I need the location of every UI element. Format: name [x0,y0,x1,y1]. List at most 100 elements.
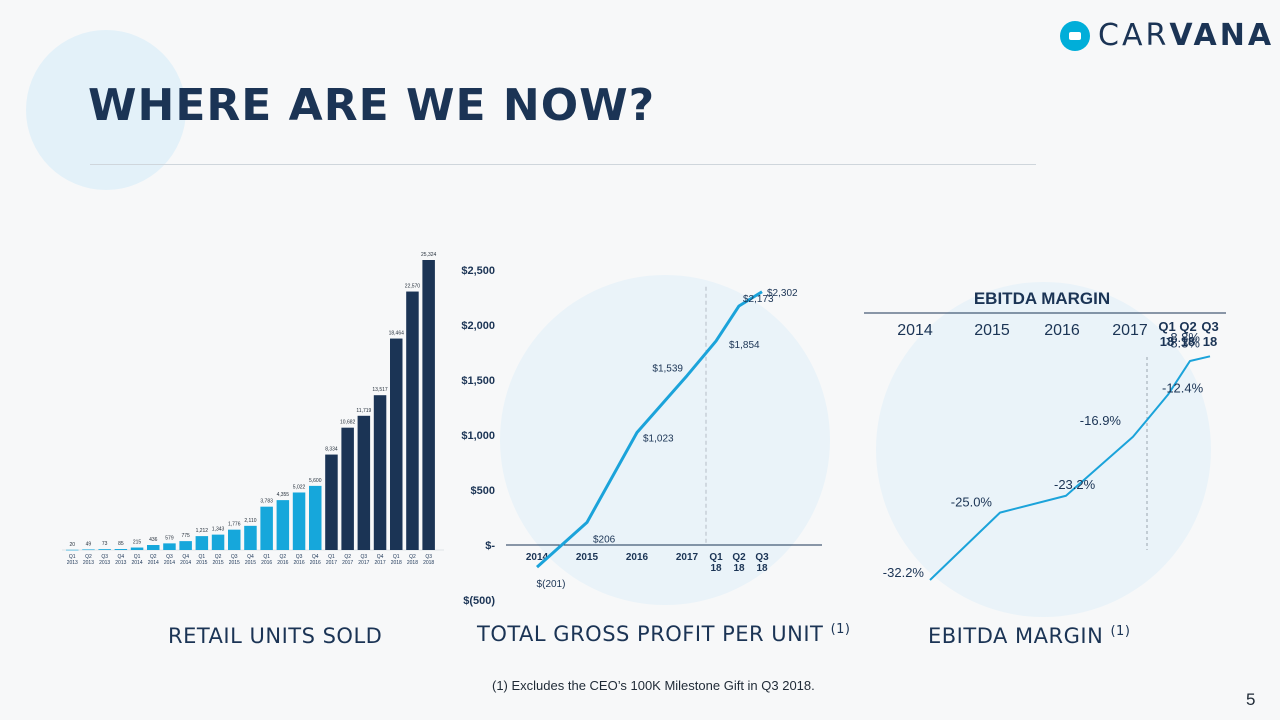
bar [260,506,273,550]
y-tick-label: $1,000 [461,430,495,442]
x-tick-label-year: 2014 [131,560,142,566]
bar-value-label: 1,343 [212,527,225,533]
x-tick-label-year: 18 [710,563,722,574]
bar-value-label: 1,776 [228,522,241,528]
x-tick-label-quarter: Q2 [85,554,92,560]
bar-value-label: 215 [133,540,142,546]
x-tick-label-quarter: Q3 [361,554,368,560]
footnote: (1) Excludes the CEO’s 100K Milestone Gi… [492,678,815,693]
bar [195,536,209,550]
logo-wordmark-suffix: VANA [1169,18,1275,53]
x-tick-label-quarter: Q2 [215,554,222,560]
caption-retail-units-text: RETAIL UNITS SOLD [168,624,383,648]
x-tick-label-year: 2015 [196,560,207,566]
x-tick-label: 2017 [676,552,699,563]
x-tick-label-year: 2013 [67,560,78,566]
x-tick-label-quarter: Q1 [69,554,76,560]
footnote-marker: (1) [1110,624,1131,639]
x-tick-label-year: 2014 [180,560,191,566]
caption-retail-units: RETAIL UNITS SOLD [168,624,382,648]
x-tick-label-quarter: Q3 [425,554,432,560]
y-tick-label: $(500) [463,595,495,607]
series-line [535,290,763,569]
title-divider [90,164,1036,165]
x-tick-label-year: 2013 [83,560,94,566]
x-tick-label: 2016 [626,552,649,563]
y-tick-label: $500 [471,485,495,497]
bar [309,485,322,550]
x-tick-label-quarter: Q2 [150,554,157,560]
x-tick-label-year: 18 [756,563,768,574]
bar-value-label: 20 [69,542,75,548]
bar [82,549,95,551]
x-tick-label-quarter: Q3 [231,554,238,560]
x-tick-label: 2017 [1112,322,1148,339]
bar-value-label: 2,110 [244,518,256,524]
caption-ebitda-margin: EBITDA MARGIN (1) [928,624,1130,648]
data-label: -25.0% [951,495,993,510]
bar-value-label: 22,570 [405,284,421,290]
x-tick-label-quarter: Q2 [280,554,287,560]
x-tick-label: 2015 [576,552,599,563]
bar [114,549,128,550]
bar [292,492,306,550]
x-tick-label-quarter: Q1 [263,554,270,560]
x-tick-label: Q2 [732,552,746,563]
bar-value-label: 11,719 [356,408,371,414]
x-tick-label-year: 2016 [310,560,321,566]
bar [66,549,79,551]
y-tick-label: $- [485,540,495,552]
bar-value-label: 1,212 [196,528,209,534]
logo-wordmark: CARVANA [1098,18,1274,53]
x-tick-label: Q3 [755,552,769,563]
bar [179,541,192,550]
data-label: $1,539 [652,364,683,375]
x-tick-label-year: 2017 [358,560,369,566]
data-label: -16.9% [1080,413,1122,428]
bar [325,454,338,550]
caption-gross-profit-per-unit: TOTAL GROSS PROFIT PER UNIT (1) [477,622,851,646]
x-tick-label-quarter: Q1 [328,554,335,560]
x-tick-label-quarter: Q1 [134,554,141,560]
ebitda-header: EBITDA MARGIN [974,289,1110,308]
bar-value-label: 775 [181,533,190,539]
bar-value-label: 25,324 [421,252,437,258]
data-label: $206 [593,534,616,545]
x-tick-label-year: 18 [1181,334,1195,349]
x-tick-label-year: 2015 [245,560,256,566]
bar-value-label: 18,464 [389,331,405,337]
x-tick-label-quarter: Q4 [312,554,319,560]
page-number: 5 [1246,690,1256,709]
carvana-logo: CARVANA [1060,18,1274,53]
caption-gross-profit-text: TOTAL GROSS PROFIT PER UNIT [477,622,824,646]
caption-ebitda-text: EBITDA MARGIN [928,624,1104,648]
bar-value-label: 436 [149,537,158,543]
x-tick-label-year: 2017 [326,560,337,566]
x-tick-label-quarter: Q3 [101,554,108,560]
car-logo-icon [1060,20,1090,51]
x-tick-label: Q3 [1201,319,1218,334]
x-tick-label-quarter: Q3 [166,554,173,560]
page-title: WHERE ARE WE NOW? [88,80,656,131]
x-tick-label-year: 2015 [229,560,240,566]
bar-value-label: 49 [86,541,92,547]
x-tick-label-year: 2018 [407,560,418,566]
bar-value-label: 8,334 [325,447,338,453]
bar [163,543,176,550]
data-label: -23.2% [1054,477,1096,492]
retail-units-bar-chart: 20Q1201349Q2201373Q3201385Q42013215Q1201… [62,252,444,566]
x-tick-label-year: 2013 [115,560,126,566]
x-tick-label-year: 18 [1160,334,1174,349]
data-label: $1,023 [643,433,674,444]
bar-value-label: 5,022 [293,484,306,490]
x-tick-label-quarter: Q1 [393,554,400,560]
x-tick-label-year: 2016 [277,560,288,566]
x-tick-label: 2014 [897,322,933,339]
bar [341,427,354,550]
series-line [929,355,1211,581]
bar [422,260,435,550]
x-tick-label-year: 2017 [342,560,353,566]
bar-value-label: 10,682 [340,420,356,426]
x-tick-label-quarter: Q2 [344,554,351,560]
x-tick-label: 2015 [974,322,1010,339]
